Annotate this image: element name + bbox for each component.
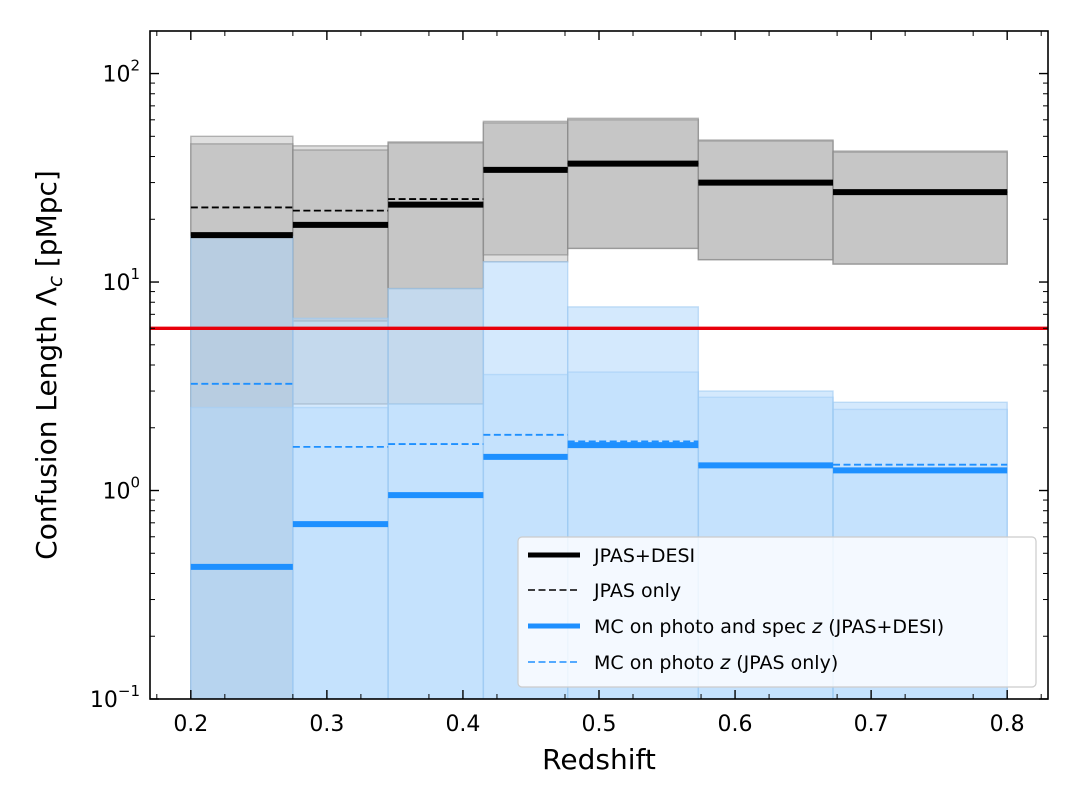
series-lines [150, 160, 1048, 570]
error-band-s0-bin3 [482, 122, 569, 256]
x-tick-label: 0.2 [173, 712, 208, 737]
error-band-s2-bin1 [292, 317, 389, 699]
legend-box [517, 536, 1037, 688]
tick-labels: 0.2 0.3 0.4 0.5 0.6 0.7 0.8 10−1 100 101 102 [90, 57, 1025, 737]
x-tick-label: 0.6 [718, 712, 753, 737]
x-tick-label: 0.7 [854, 712, 889, 737]
x-tick-label: 0.4 [445, 712, 480, 737]
y-tick-label: 102 [102, 57, 140, 88]
error-band-s0-bin2 [387, 142, 485, 290]
legend-label-jpas-only: JPAS only [593, 580, 681, 602]
x-tick-label: 0.8 [990, 712, 1025, 737]
y-tick-label: 100 [102, 474, 140, 505]
error-band-s0-bin1 [292, 149, 389, 322]
y-axis-title: Confusion Length Λc [pMpc] [30, 170, 67, 560]
x-tick-label: 0.5 [582, 712, 617, 737]
error-band-s2-bin0 [190, 235, 294, 699]
x-tick-label: 0.3 [309, 712, 344, 737]
legend-label-mc-photo: MC on photo z (JPAS only) [594, 652, 838, 674]
error-band-s0-bin5 [697, 140, 834, 261]
plot-frame [149, 30, 1049, 700]
y-tick-label: 101 [102, 265, 140, 296]
error-band-s0-bin4 [567, 119, 700, 250]
legend: JPAS+DESI JPAS only MC on photo and spec… [517, 536, 1037, 688]
legend-label-jpas-desi: JPAS+DESI [593, 545, 695, 567]
x-axis-title: Redshift [542, 743, 656, 776]
y-tick-label: 10−1 [90, 682, 140, 713]
legend-label-mc-photo-spec: MC on photo and spec z (JPAS+DESI) [594, 616, 944, 638]
error-band-s0-bin6 [832, 151, 1008, 265]
